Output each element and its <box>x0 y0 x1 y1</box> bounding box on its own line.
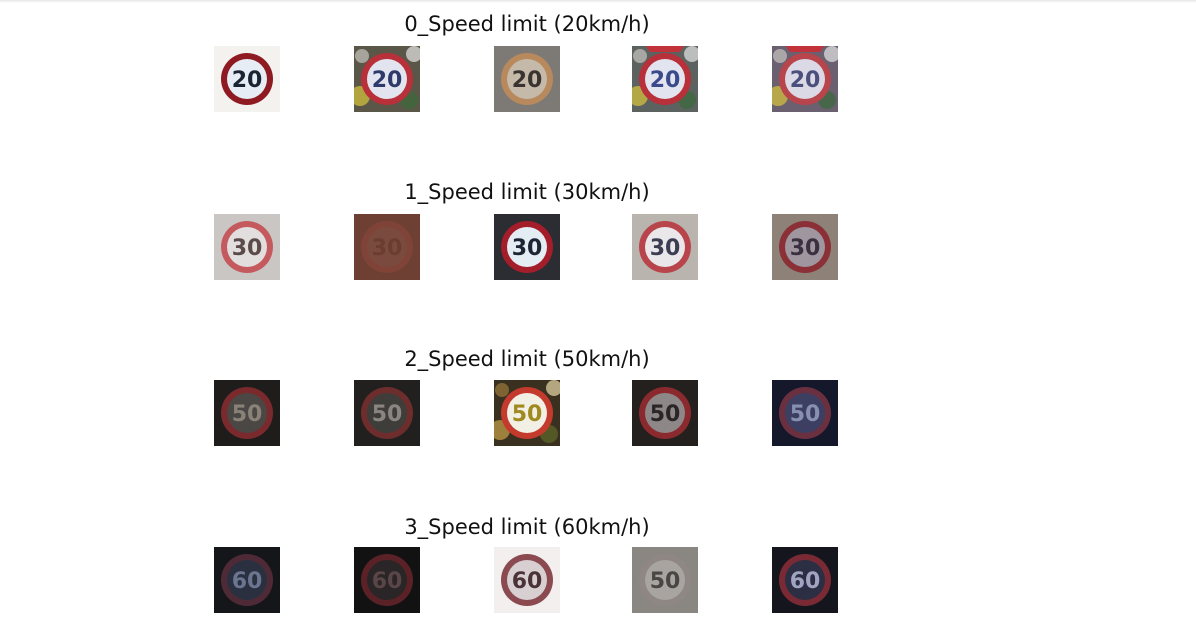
sign-thumbnail: 30 <box>214 214 280 280</box>
top-border <box>0 0 1196 3</box>
sign-thumbnail: 30 <box>354 214 420 280</box>
sign-thumbnail: 50 <box>772 380 838 446</box>
sign-thumbnail: 50 <box>494 380 560 446</box>
sign-number: 30 <box>790 236 821 261</box>
sign-number: 20 <box>512 68 543 93</box>
sign-thumbnail: 30 <box>632 214 698 280</box>
sign-number: 50 <box>650 569 681 594</box>
sign-number: 20 <box>790 68 821 93</box>
sign-thumbnail: 20 <box>772 46 838 112</box>
sign-thumbnail: 60 <box>214 547 280 613</box>
sign-number: 30 <box>372 236 403 261</box>
sign-thumbnail: 30 <box>494 214 560 280</box>
sign-number: 60 <box>790 569 821 594</box>
class-title: 2_Speed limit (50km/h) <box>247 347 807 371</box>
sign-thumbnail: 50 <box>354 380 420 446</box>
sign-thumbnail: 30 <box>772 214 838 280</box>
class-title: 3_Speed limit (60km/h) <box>247 515 807 539</box>
sign-thumbnail: 20 <box>354 46 420 112</box>
class-title: 0_Speed limit (20km/h) <box>247 12 807 36</box>
sign-thumbnail: 60 <box>494 547 560 613</box>
sign-thumbnail: 20 <box>214 46 280 112</box>
sign-number: 20 <box>372 68 403 93</box>
sign-thumbnail: 20 <box>494 46 560 112</box>
sign-number: 60 <box>232 569 263 594</box>
sign-number: 30 <box>232 236 263 261</box>
sign-number: 50 <box>790 402 821 427</box>
sign-thumbnail: 50 <box>214 380 280 446</box>
sign-number: 20 <box>650 68 681 93</box>
sign-number: 60 <box>372 569 403 594</box>
sign-number: 60 <box>512 569 543 594</box>
sign-number: 50 <box>232 402 263 427</box>
sign-number: 50 <box>372 402 403 427</box>
sign-thumbnail: 60 <box>772 547 838 613</box>
sign-thumbnail: 50 <box>632 380 698 446</box>
sign-thumbnail: 50 <box>632 547 698 613</box>
sign-number: 50 <box>512 402 543 427</box>
sign-thumbnail: 20 <box>632 46 698 112</box>
sign-number: 30 <box>650 236 681 261</box>
sign-number: 20 <box>232 68 263 93</box>
sign-number: 30 <box>512 236 543 261</box>
sign-thumbnail: 60 <box>354 547 420 613</box>
class-title: 1_Speed limit (30km/h) <box>247 180 807 204</box>
sign-number: 50 <box>650 402 681 427</box>
